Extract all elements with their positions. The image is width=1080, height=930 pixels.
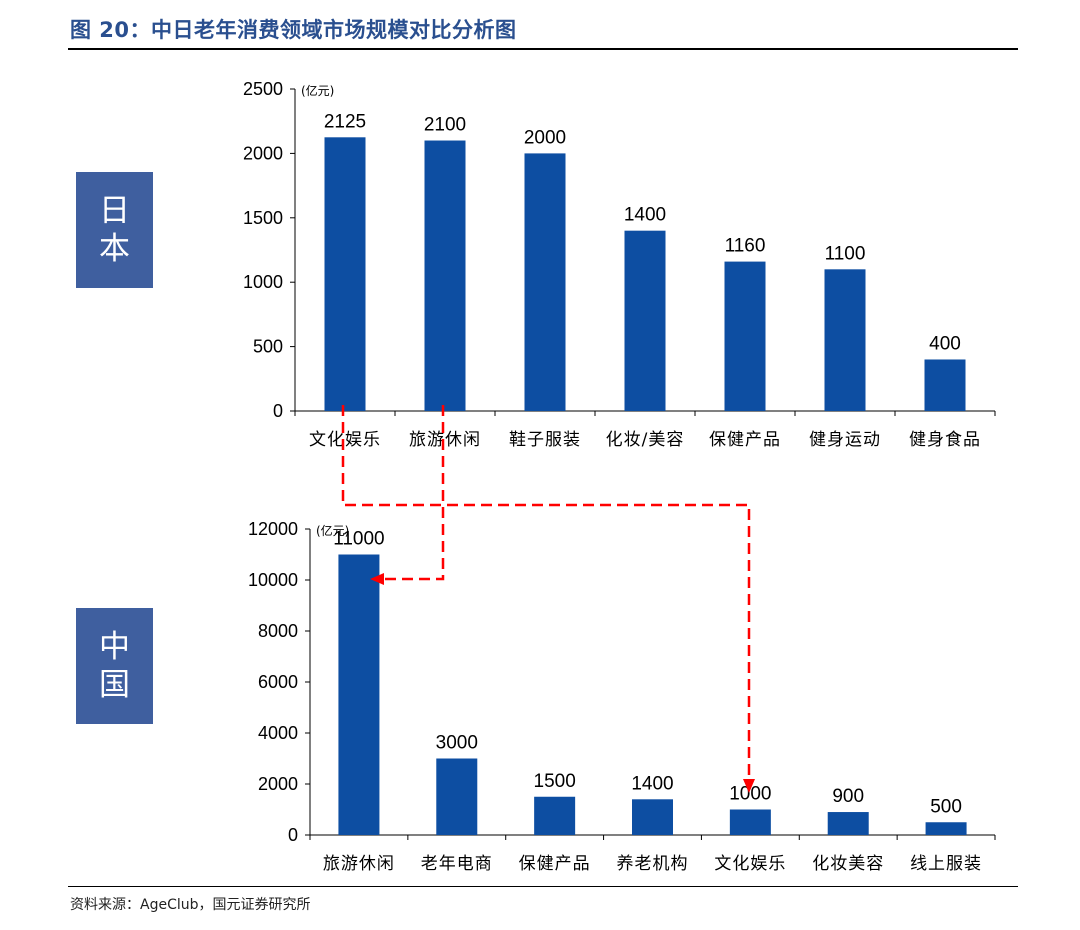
cn-bar: [827, 812, 869, 835]
cn-category-label: 线上服装: [910, 854, 982, 874]
cn-value-label: 1000: [729, 784, 771, 805]
jp-category-label: 旅游休闲: [409, 430, 481, 450]
jp-y-tick-label: 0: [273, 401, 283, 421]
jp-value-label: 1100: [825, 243, 866, 264]
jp-value-label: 2125: [324, 111, 366, 132]
jp-bar: [624, 230, 666, 411]
cn-bar: [729, 809, 771, 835]
cn-y-tick-label: 8000: [258, 621, 298, 641]
china-label: 中国: [99, 629, 130, 703]
jp-value-label: 2000: [524, 127, 566, 148]
jp-bar: [324, 137, 366, 412]
cn-y-tick-label: 4000: [258, 723, 298, 743]
cn-unit-label: (亿元): [316, 523, 349, 538]
cn-category-label: 旅游休闲: [323, 854, 395, 874]
cn-y-tick-label: 0: [288, 825, 298, 845]
jp-category-label: 文化娱乐: [309, 430, 381, 450]
cn-y-tick-label: 10000: [248, 570, 298, 590]
jp-category-label: 健身食品: [909, 430, 981, 450]
cn-bar: [436, 758, 478, 835]
cn-bar: [925, 822, 967, 835]
jp-category-label: 健身运动: [809, 430, 881, 450]
japan-label-box: 日本: [76, 172, 153, 288]
jp-value-label: 1160: [725, 236, 766, 257]
jp-y-tick-label: 2500: [243, 79, 283, 99]
jp-y-tick-label: 1000: [243, 272, 283, 292]
comparison-arrows: [341, 405, 755, 793]
jp-value-label: 2100: [424, 115, 466, 136]
jp-value-label: 1400: [624, 205, 666, 226]
jp-y-tick-label: 2000: [243, 143, 283, 163]
cn-category-label: 保健产品: [519, 854, 591, 874]
cn-category-label: 化妆美容: [812, 854, 884, 874]
cn-bar: [338, 554, 380, 835]
jp-y-tick-label: 1500: [243, 208, 283, 228]
japan-label: 日本: [99, 193, 130, 267]
cn-value-label: 11000: [333, 529, 384, 550]
cn-category-label: 文化娱乐: [714, 854, 786, 874]
jp-bar: [524, 153, 566, 411]
figure-title: 图 20：中日老年消费领域市场规模对比分析图: [70, 18, 517, 42]
jp-unit-label: (亿元): [301, 83, 334, 98]
cn-value-label: 1500: [534, 771, 576, 792]
arrow-tourism-leisure: [370, 405, 445, 585]
china-chart: 0 2000 4000 6000 8000 10000 12000 (亿元)11000 旅游休闲…: [248, 519, 996, 874]
jp-bar: [924, 359, 966, 411]
arrow-culture-entertainment: [341, 405, 755, 793]
jp-category-label: 化妆/美容: [606, 430, 685, 450]
jp-y-tick-label: 500: [253, 337, 283, 357]
cn-value-label: 500: [930, 796, 962, 817]
cn-category-label: 养老机构: [617, 854, 689, 874]
cn-y-tick-label: 6000: [258, 672, 298, 692]
jp-bar: [424, 140, 466, 411]
jp-category-label: 鞋子服装: [509, 430, 581, 450]
source-rule: [68, 886, 1018, 887]
cn-bar: [632, 799, 673, 835]
jp-value-label: 400: [929, 333, 961, 354]
jp-category-label: 保健产品: [709, 430, 781, 450]
cn-value-label: 3000: [436, 733, 478, 754]
cn-category-label: 老年电商: [421, 854, 493, 874]
cn-y-tick-label: 12000: [248, 519, 298, 539]
china-label-box: 中国: [76, 608, 153, 724]
title-rule: [68, 48, 1018, 50]
cn-value-label: 900: [832, 786, 864, 807]
cn-value-label: 1400: [631, 773, 673, 794]
cn-y-tick-label: 2000: [258, 774, 298, 794]
cn-bar: [534, 796, 576, 835]
japan-chart: 0 500 1000 1500 2000 2500 (亿元) 2125 文化娱乐 2100 旅游休闲…: [243, 79, 996, 450]
jp-bar: [724, 261, 766, 411]
source-note: 资料来源：AgeClub，国元证券研究所: [70, 897, 311, 913]
jp-bar: [824, 269, 866, 411]
